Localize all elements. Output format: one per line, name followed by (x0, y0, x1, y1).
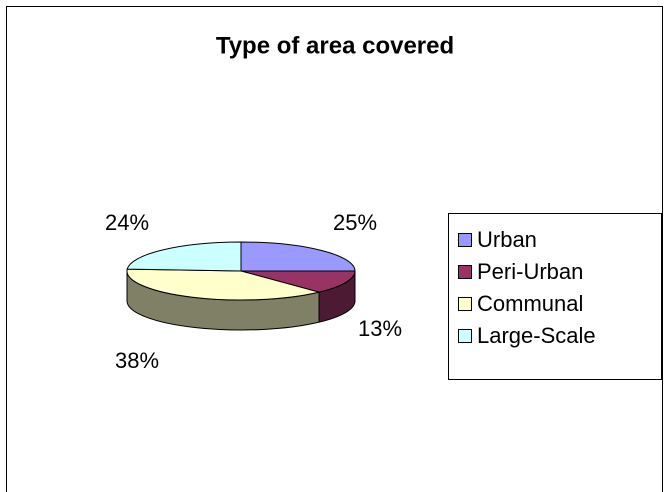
legend-swatch (458, 265, 472, 279)
pie-slice (126, 268, 320, 301)
pie-slice (240, 270, 356, 293)
legend-label: Urban (477, 227, 537, 252)
legend-swatch (458, 297, 472, 311)
data-label: 38% (115, 348, 159, 373)
legend (448, 213, 662, 380)
legend-swatch (458, 233, 472, 247)
chart-title: Type of area covered (216, 32, 454, 59)
pie-slice (126, 241, 242, 272)
legend-label: Large-Scale (477, 323, 596, 348)
data-label: 25% (333, 210, 377, 235)
legend-swatch (458, 329, 472, 343)
pie-slice (240, 241, 356, 272)
legend-label: Peri-Urban (477, 259, 583, 284)
legend-label: Communal (477, 291, 583, 316)
data-label: 13% (358, 316, 402, 341)
data-label: 24% (105, 210, 149, 235)
